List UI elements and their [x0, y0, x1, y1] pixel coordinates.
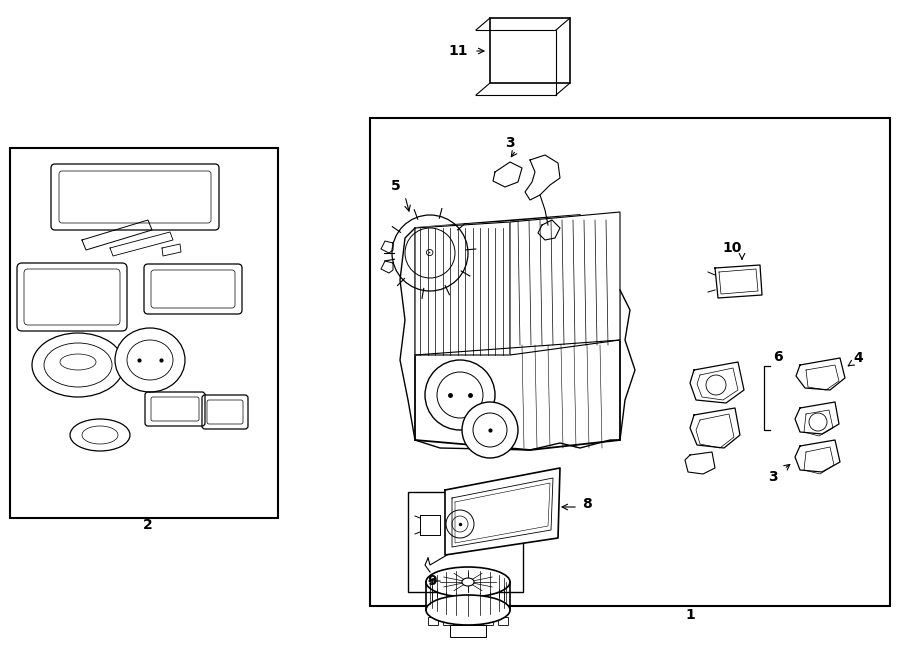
Polygon shape [415, 215, 620, 450]
Ellipse shape [426, 567, 510, 597]
Polygon shape [715, 265, 762, 298]
Polygon shape [795, 440, 840, 472]
Polygon shape [538, 220, 560, 240]
Polygon shape [162, 244, 181, 256]
Polygon shape [804, 447, 834, 474]
Text: 4: 4 [853, 351, 863, 365]
Ellipse shape [426, 595, 510, 625]
Polygon shape [493, 162, 522, 187]
Polygon shape [445, 468, 560, 555]
Polygon shape [82, 220, 152, 250]
Bar [450, 625, 486, 637]
Polygon shape [696, 414, 734, 448]
Bar [370, 118, 890, 606]
Text: 2: 2 [143, 518, 153, 532]
Polygon shape [110, 232, 173, 256]
Ellipse shape [32, 333, 124, 397]
Ellipse shape [70, 419, 130, 451]
Text: 11: 11 [448, 44, 468, 58]
Polygon shape [415, 222, 510, 355]
Polygon shape [796, 358, 845, 390]
Polygon shape [510, 212, 620, 355]
Bar [443, 617, 453, 625]
Bar [490, 18, 570, 83]
Polygon shape [685, 452, 715, 474]
Polygon shape [690, 408, 740, 448]
Polygon shape [455, 483, 550, 543]
Ellipse shape [462, 402, 518, 458]
Text: 3: 3 [769, 470, 778, 484]
Ellipse shape [462, 578, 474, 586]
Text: 3: 3 [505, 136, 515, 150]
Text: 6: 6 [773, 350, 783, 364]
Polygon shape [719, 269, 758, 294]
Polygon shape [806, 365, 839, 390]
Polygon shape [690, 362, 744, 403]
Text: 5: 5 [392, 179, 400, 193]
Ellipse shape [44, 343, 112, 387]
Polygon shape [510, 212, 620, 355]
Ellipse shape [82, 426, 118, 444]
Ellipse shape [115, 328, 185, 392]
Polygon shape [452, 478, 553, 547]
Polygon shape [804, 410, 833, 436]
Polygon shape [381, 241, 393, 253]
Polygon shape [415, 222, 510, 355]
Text: 8: 8 [582, 497, 592, 511]
Ellipse shape [425, 360, 495, 430]
Bar [408, 492, 523, 592]
Bar [498, 617, 508, 625]
Text: 1: 1 [685, 608, 695, 622]
Bar [483, 617, 493, 625]
Polygon shape [525, 155, 560, 200]
Text: 9: 9 [428, 574, 436, 588]
Polygon shape [697, 368, 738, 400]
Ellipse shape [127, 340, 173, 380]
Polygon shape [420, 515, 440, 535]
Bar [428, 617, 438, 625]
Bar [10, 148, 278, 518]
Text: 10: 10 [723, 241, 742, 255]
Text: 7: 7 [457, 583, 467, 597]
Text: ⊙: ⊙ [426, 248, 435, 258]
Ellipse shape [60, 354, 96, 370]
Polygon shape [795, 402, 839, 434]
Polygon shape [381, 261, 393, 273]
